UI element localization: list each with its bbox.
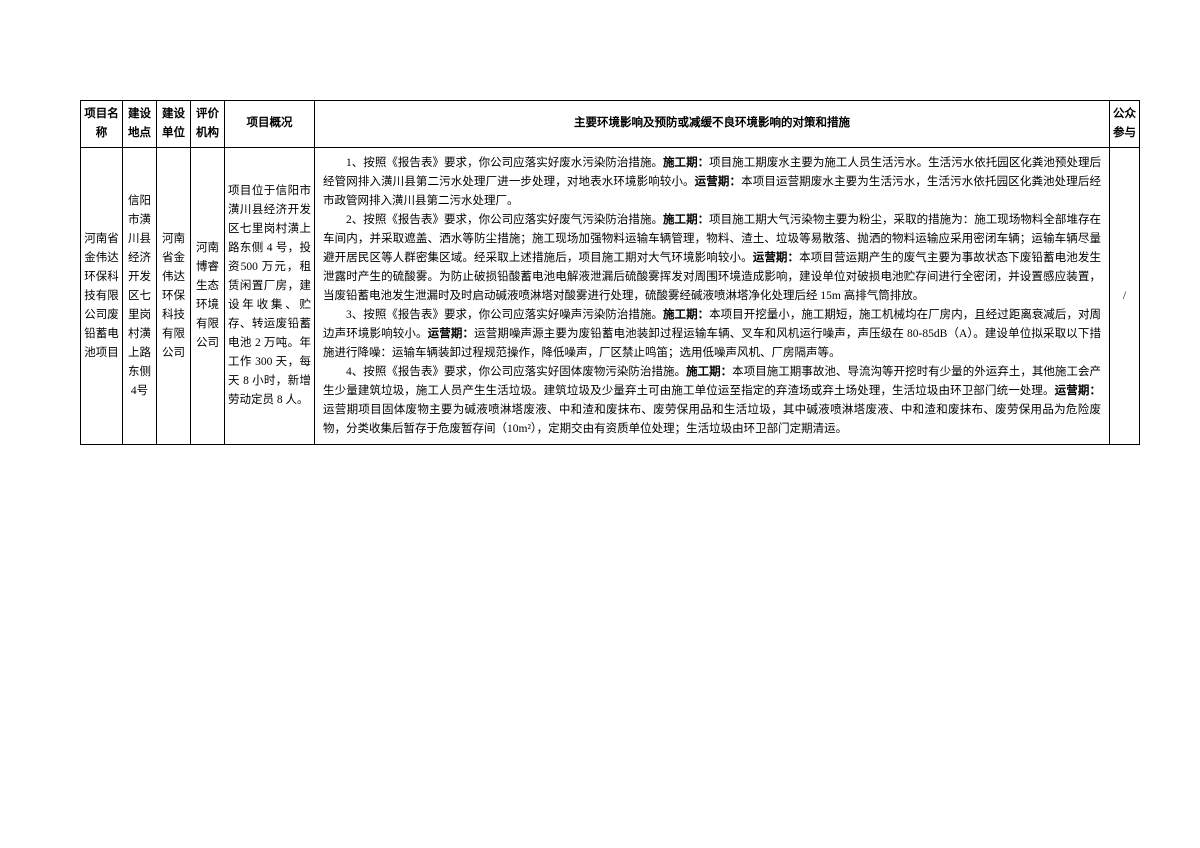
header-project-name: 项目名称 — [81, 101, 123, 148]
header-public: 公众参与 — [1110, 101, 1140, 148]
cell-build-unit: 河南省金伟达环保科技有限公司 — [157, 147, 191, 445]
p2-operation-label: 运营期： — [753, 252, 799, 264]
project-info-table: 项目名称 建设地点 建设单位 评价机构 项目概况 主要环境影响及预防或减缓不良环… — [80, 100, 1140, 445]
impact-paragraph-1: 1、按照《报告表》要求，你公司应落实好废水污染防治措施。施工期：项目施工期废水主… — [323, 154, 1101, 211]
p3-prefix: 3、按照《报告表》要求，你公司应落实好噪声污染防治措施。 — [346, 309, 663, 321]
p2-construction-label: 施工期： — [663, 214, 709, 226]
p1-prefix: 1、按照《报告表》要求，你公司应落实好废水污染防治措施。 — [346, 157, 663, 169]
impact-paragraph-4: 4、按照《报告表》要求，你公司应落实好固体废物污染防治措施。施工期：本项目施工期… — [323, 363, 1101, 439]
impact-paragraph-3: 3、按照《报告表》要求，你公司应落实好噪声污染防治措施。施工期：本项目开挖量小，… — [323, 306, 1101, 363]
p3-construction-label: 施工期： — [663, 309, 709, 321]
document-page: 项目名称 建设地点 建设单位 评价机构 项目概况 主要环境影响及预防或减缓不良环… — [0, 0, 1200, 505]
p4-prefix: 4、按照《报告表》要求，你公司应落实好固体废物污染防治措施。 — [346, 366, 686, 378]
header-impact: 主要环境影响及预防或减缓不良环境影响的对策和措施 — [315, 101, 1110, 148]
p3-operation-label: 运营期： — [428, 328, 474, 340]
cell-project-name: 河南省金伟达环保科技有限公司废铅蓄电池项目 — [81, 147, 123, 445]
cell-location: 信阳市潢川县经济开发区七里岗村潢上路东侧4号 — [123, 147, 157, 445]
header-location: 建设地点 — [123, 101, 157, 148]
p1-construction-label: 施工期： — [663, 157, 709, 169]
impact-paragraph-2: 2、按照《报告表》要求，你公司应落实好废气污染防治措施。施工期：项目施工期大气污… — [323, 211, 1101, 306]
cell-eval-agency: 河南博睿生态环境有限公司 — [191, 147, 225, 445]
header-eval-agency: 评价机构 — [191, 101, 225, 148]
cell-public: / — [1110, 147, 1140, 445]
header-overview: 项目概况 — [225, 101, 315, 148]
p1-operation-label: 运营期： — [695, 176, 741, 188]
p2-prefix: 2、按照《报告表》要求，你公司应落实好废气污染防治措施。 — [346, 214, 663, 226]
p4-operation-label: 运营期： — [1055, 385, 1101, 397]
table-header-row: 项目名称 建设地点 建设单位 评价机构 项目概况 主要环境影响及预防或减缓不良环… — [81, 101, 1140, 148]
p4-construction-label: 施工期： — [686, 366, 732, 378]
table-row: 河南省金伟达环保科技有限公司废铅蓄电池项目 信阳市潢川县经济开发区七里岗村潢上路… — [81, 147, 1140, 445]
cell-impact: 1、按照《报告表》要求，你公司应落实好废水污染防治措施。施工期：项目施工期废水主… — [315, 147, 1110, 445]
header-build-unit: 建设单位 — [157, 101, 191, 148]
cell-overview: 项目位于信阳市潢川县经济开发区七里岗村潢上路东侧 4 号，投资500 万元，租赁… — [225, 147, 315, 445]
p4-operation: 运营期项目固体废物主要为碱液喷淋塔废液、中和渣和废抹布、废劳保用品和生活垃圾，其… — [323, 404, 1101, 435]
